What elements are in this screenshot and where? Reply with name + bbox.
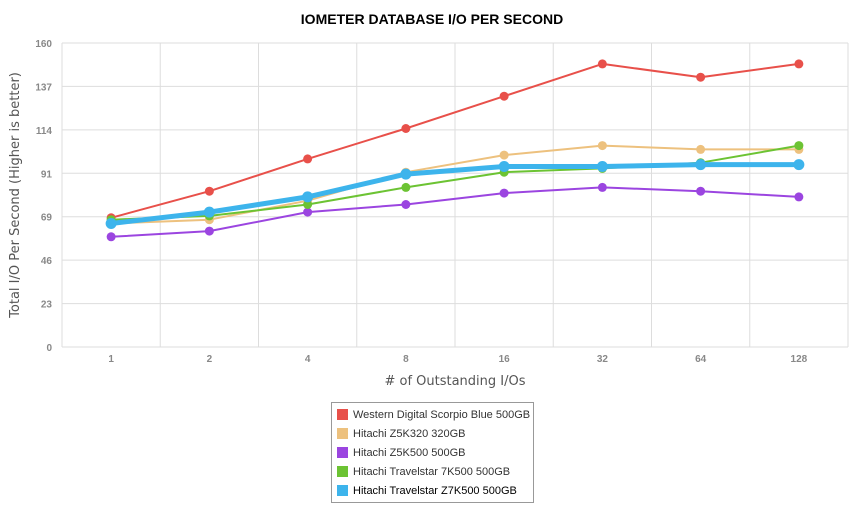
data-point: [302, 191, 314, 203]
data-point: [597, 59, 607, 69]
data-point: [498, 161, 510, 172]
series-line: [111, 186, 799, 238]
data-point: [597, 141, 607, 151]
legend-label: Hitachi Z5K500 500GB: [353, 446, 466, 459]
data-point: [793, 159, 805, 171]
x-tick-label: 128: [791, 354, 808, 365]
data-point: [597, 182, 607, 192]
legend-swatch: [337, 466, 348, 477]
x-tick-label: 1: [108, 354, 114, 365]
series-line: [110, 62, 800, 219]
y-axis-label: Total I/O Per Second (Higher is better): [8, 72, 23, 319]
series-line: [111, 144, 799, 225]
x-tick-label: 16: [499, 354, 511, 365]
legend-item[interactable]: Western Digital Scorpio Blue 500GB: [332, 405, 533, 424]
y-axis-ticks: 0 23 46 69 91 114 137 160: [35, 39, 52, 354]
legend-label: Hitachi Travelstar 7K500 500GB: [353, 465, 511, 478]
data-point: [499, 188, 509, 198]
data-point: [204, 186, 214, 196]
legend-item[interactable]: Hitachi Z5K500 500GB: [332, 443, 533, 462]
y-tick-label: 0: [46, 343, 52, 354]
x-tick-label: 4: [305, 354, 311, 365]
legend-label: Hitachi Travelstar Z7K500 500GB: [353, 484, 517, 497]
data-point: [105, 218, 117, 229]
data-point: [794, 59, 804, 69]
data-point: [794, 141, 804, 151]
x-axis-label: # of Outstanding I/Os: [384, 374, 525, 389]
data-point: [303, 200, 313, 209]
x-axis-ticks: 1 2 4 8 16 32 64 128: [108, 354, 807, 365]
y-tick-label: 23: [41, 300, 53, 311]
data-point: [696, 144, 706, 154]
x-tick-label: 2: [207, 354, 213, 365]
legend-label: Hitachi Z5K320 320GB: [353, 427, 466, 440]
legend-swatch: [337, 447, 348, 458]
data-point: [499, 91, 509, 101]
data-point: [696, 186, 706, 196]
x-tick-label: 64: [695, 354, 707, 365]
data-point: [794, 192, 804, 202]
y-tick-label: 91: [41, 169, 53, 180]
legend-swatch: [337, 428, 348, 439]
grid: [61, 42, 849, 348]
legend-swatch: [337, 485, 348, 496]
data-point: [106, 232, 116, 242]
data-point: [204, 226, 214, 236]
legend-swatch: [337, 409, 348, 420]
y-tick-label: 160: [35, 39, 52, 50]
data-point: [401, 124, 411, 133]
x-tick-label: 32: [597, 354, 609, 365]
data-point: [203, 206, 215, 218]
y-tick-label: 137: [35, 82, 52, 93]
x-tick-label: 8: [403, 354, 409, 365]
legend: Western Digital Scorpio Blue 500GB Hitach…: [331, 402, 534, 503]
legend-label: Western Digital Scorpio Blue 500GB: [353, 408, 531, 421]
data-point: [596, 161, 608, 172]
data-point: [499, 150, 509, 160]
data-point: [696, 72, 706, 82]
series-3: [106, 182, 804, 242]
series-group: [105, 59, 805, 242]
data-point: [303, 207, 313, 217]
y-tick-label: 69: [41, 213, 53, 224]
series-5: [105, 159, 805, 229]
y-tick-label: 46: [41, 256, 53, 267]
data-point: [401, 200, 411, 209]
legend-item[interactable]: Hitachi Z5K320 320GB: [332, 424, 533, 443]
data-point: [400, 168, 412, 180]
series-line: [110, 162, 799, 226]
legend-item[interactable]: Hitachi Travelstar 7K500 500GB: [332, 462, 533, 481]
legend-item[interactable]: Hitachi Travelstar Z7K500 500GB: [332, 481, 533, 500]
chart-title: IOMETER DATABASE I/O PER SECOND: [301, 11, 563, 27]
data-point: [695, 159, 707, 171]
y-tick-label: 114: [36, 126, 53, 137]
data-point: [303, 154, 313, 164]
data-point: [401, 182, 411, 192]
